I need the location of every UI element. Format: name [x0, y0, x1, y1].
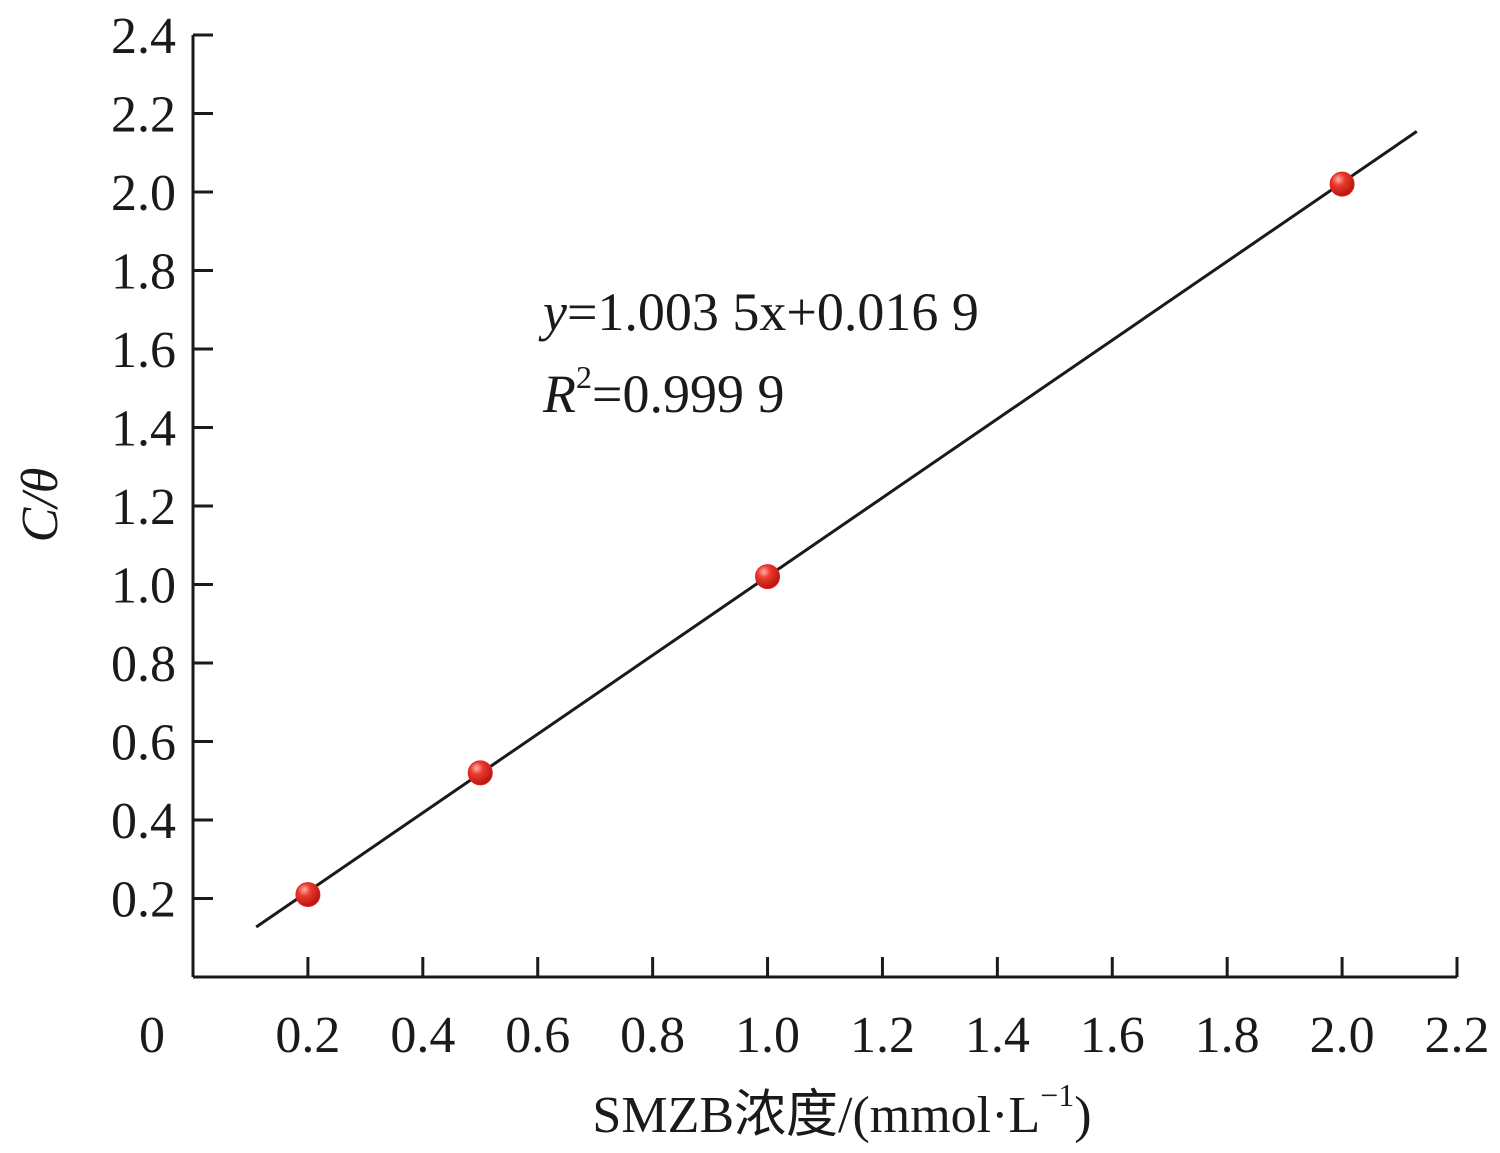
x-tick-label: 0.6	[505, 1007, 570, 1064]
x-tick-label: 0.2	[275, 1007, 340, 1064]
x-tick-label: 1.0	[735, 1007, 800, 1064]
y-tick-label: 2.0	[111, 165, 176, 222]
equation-rhs: =1.003 5x+0.016 9	[567, 282, 979, 342]
y-tick-label: 1.8	[111, 244, 176, 301]
y-tick-label: 1.4	[111, 401, 176, 458]
data-point	[1329, 171, 1355, 197]
x-tick-label: 1.4	[965, 1007, 1030, 1064]
x-axis-title-close: )	[1074, 1087, 1091, 1144]
x-ticks: 0.2 0.4 0.6 0.8 1.0 1.2 1.4 1.6 1.8 2.0 2.2	[275, 957, 1490, 1064]
equation-y-var: y	[538, 282, 567, 342]
x-tick-label: 2.2	[1425, 1007, 1490, 1064]
y-tick-label: 0.6	[111, 715, 176, 772]
x-tick-label: 0.4	[390, 1007, 455, 1064]
x-tick-label: 1.8	[1195, 1007, 1260, 1064]
data-point	[467, 760, 493, 786]
x-axis-title-sup: −1	[1040, 1077, 1074, 1113]
origin-label: 0	[139, 1007, 165, 1064]
x-tick-label: 0.8	[620, 1007, 685, 1064]
y-ticks: 0.2 0.4 0.6 0.8 1.0 1.2 1.4 1.6 1.8 2.0 2.2 2.4	[111, 8, 213, 929]
data-points	[295, 171, 1355, 908]
y-tick-label: 0.2	[111, 872, 176, 929]
x-tick-label: 1.2	[850, 1007, 915, 1064]
fit-line	[255, 130, 1418, 929]
r-var: R	[542, 364, 576, 424]
data-point	[295, 882, 321, 908]
x-axis-title: SMZB浓度/(mmol·L−1)	[592, 1077, 1091, 1144]
y-tick-label: 1.0	[111, 558, 176, 615]
equation-line: y=1.003 5x+0.016 9	[538, 282, 979, 342]
y-tick-label: 2.4	[111, 8, 176, 65]
data-point	[755, 564, 781, 590]
x-tick-label: 2.0	[1310, 1007, 1375, 1064]
x-tick-label: 1.6	[1080, 1007, 1145, 1064]
r-sup: 2	[576, 359, 592, 395]
y-tick-label: 0.8	[111, 636, 176, 693]
r-squared-line: R2=0.999 9	[542, 359, 784, 424]
y-axis-title: C/θ	[12, 468, 69, 543]
x-axis-title-main: SMZB浓度/(mmol·L	[592, 1087, 1040, 1144]
axes	[191, 35, 1457, 979]
y-tick-label: 2.2	[111, 87, 176, 144]
y-tick-label: 0.4	[111, 793, 176, 850]
y-tick-label: 1.6	[111, 322, 176, 379]
y-tick-label: 1.2	[111, 479, 176, 536]
r-rhs: =0.999 9	[592, 364, 784, 424]
regression-equation: y=1.003 5x+0.016 9 R2=0.999 9	[538, 282, 979, 424]
